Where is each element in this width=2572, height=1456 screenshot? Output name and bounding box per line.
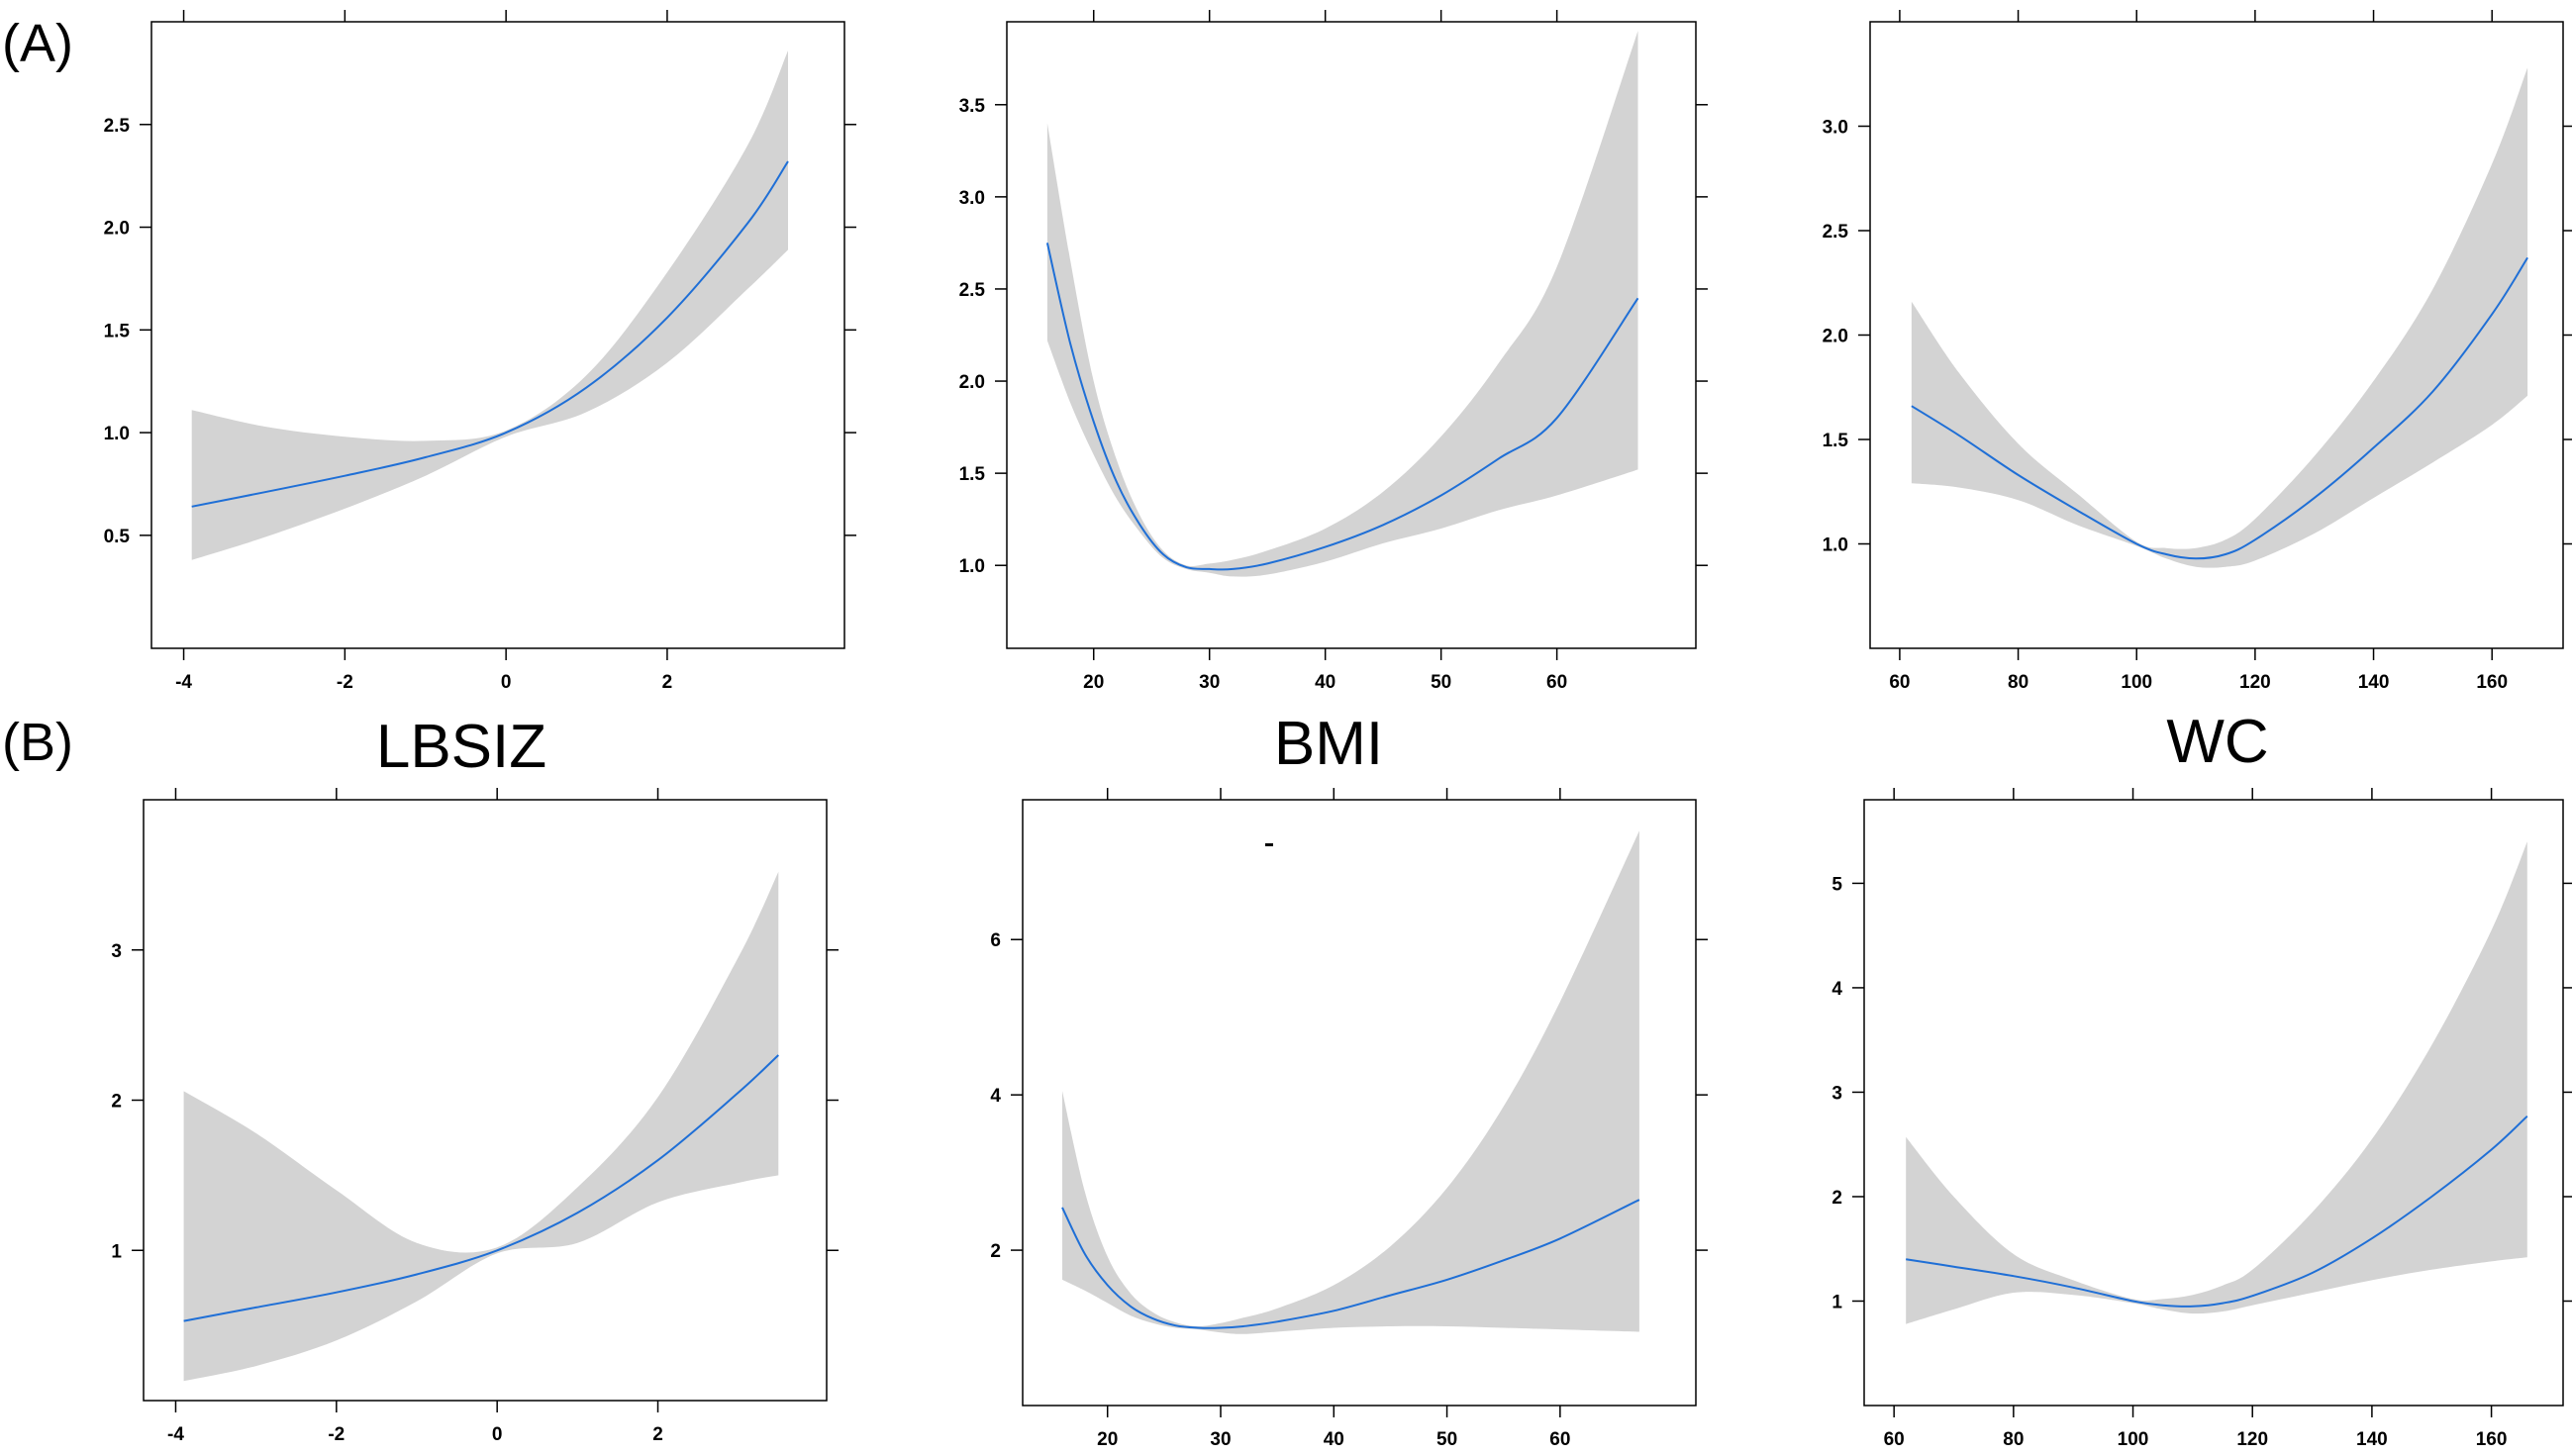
- column-title-wc: WC: [2166, 708, 2268, 776]
- x-tick-label: -2: [337, 672, 353, 693]
- x-tick-label: -2: [328, 1424, 345, 1445]
- x-tick-label: 100: [2118, 1429, 2149, 1450]
- y-tick-label: 1: [1831, 1292, 1842, 1312]
- chart-a-bmi: 20 30 40 50 60 1.0 1.5 2.0 2.5 3.0 3.5: [959, 10, 1708, 693]
- plot-frame: [1022, 799, 1697, 1407]
- y-tick-label: 3.0: [1823, 118, 1848, 139]
- chart-b-lbsiz: -4 -2 0 2 1 2 3: [111, 788, 839, 1445]
- y-tick-label: 2.0: [959, 372, 985, 393]
- confidence-band: [191, 50, 788, 560]
- x-tick-label: 80: [2008, 672, 2028, 693]
- confidence-band: [183, 871, 779, 1382]
- series-line: [191, 160, 789, 508]
- x-tick-label: 40: [1324, 1429, 1344, 1450]
- x-tick-label: 60: [1889, 672, 1910, 693]
- x-tick-label: 20: [1083, 672, 1104, 693]
- x-tick-label: 40: [1315, 672, 1335, 693]
- y-tick-label: 3: [1831, 1083, 1842, 1104]
- series-line: [1061, 1199, 1640, 1329]
- plot-frame: [150, 21, 845, 649]
- series-line: [1045, 243, 1639, 571]
- chart-a-wc: 60 80 100 120 140 160 1.0 1.5 2.0 2.5 3.0: [1823, 10, 2572, 693]
- y-tick-label: 1.0: [1823, 535, 1848, 556]
- chart-b-bmi: 20 30 40 50 60 2 4 6: [990, 788, 1708, 1450]
- y-tick-label: 1.0: [959, 556, 985, 577]
- y-tick-label: 1.5: [959, 464, 986, 485]
- x-tick-label: 60: [1546, 672, 1567, 693]
- y-tick-label: 1.5: [1823, 431, 1849, 451]
- y-tick-label: 3.5: [959, 96, 986, 117]
- y-tick-label: 3: [111, 941, 122, 962]
- x-tick-label: 50: [1431, 672, 1451, 693]
- y-tick-label: 1.0: [104, 424, 130, 444]
- confidence-band: [1062, 830, 1639, 1334]
- y-tick-label: 0.5: [104, 527, 131, 547]
- y-tick-label: 1.5: [104, 321, 131, 341]
- y-tick-label: 5: [1831, 874, 1842, 895]
- x-tick-label: 60: [1884, 1429, 1905, 1450]
- y-tick-label: 3.0: [959, 188, 985, 209]
- series-line: [183, 1054, 779, 1322]
- y-tick-label: 2: [1831, 1188, 1842, 1209]
- confidence-band: [1906, 841, 2527, 1324]
- x-tick-label: -4: [167, 1424, 184, 1445]
- y-tick-label: 2: [990, 1241, 1001, 1262]
- x-tick-label: 160: [2476, 1429, 2508, 1450]
- panel-label-b: (B): [2, 713, 73, 772]
- y-tick-label: 6: [990, 930, 1001, 951]
- x-tick-label: 80: [2003, 1429, 2024, 1450]
- x-tick-label: 50: [1436, 1429, 1457, 1450]
- confidence-band: [1911, 67, 2528, 568]
- x-tick-label: 140: [2356, 1429, 2388, 1450]
- plot-frame: [1006, 21, 1697, 649]
- y-tick-label: 2.0: [1823, 327, 1848, 347]
- column-title-bmi: BMI: [1274, 710, 1383, 778]
- x-tick-label: 60: [1549, 1429, 1570, 1450]
- y-tick-label: 2.5: [104, 116, 131, 137]
- x-tick-label: 2: [652, 1424, 663, 1445]
- series-line: [1906, 1115, 2528, 1308]
- panel-label-a: (A): [2, 14, 73, 73]
- y-tick-label: 4: [1831, 979, 1842, 1000]
- stray-mark: [1265, 843, 1273, 846]
- x-tick-label: 30: [1210, 1429, 1231, 1450]
- x-tick-label: 2: [662, 672, 673, 693]
- x-tick-label: 30: [1199, 672, 1220, 693]
- series-line: [1911, 256, 2528, 560]
- confidence-band: [1046, 31, 1638, 577]
- x-tick-label: 100: [2121, 672, 2152, 693]
- chart-b-wc: 60 80 100 120 140 160 1 2 3 4 5: [1831, 788, 2572, 1450]
- y-tick-label: 4: [990, 1086, 1001, 1107]
- x-tick-label: 0: [501, 672, 512, 693]
- y-tick-label: 2.5: [1823, 222, 1849, 243]
- x-tick-label: 120: [2239, 672, 2271, 693]
- x-tick-label: 140: [2358, 672, 2390, 693]
- x-tick-label: 0: [492, 1424, 503, 1445]
- y-tick-label: 2.0: [104, 219, 130, 240]
- column-title-lbsiz: LBSIZ: [376, 713, 546, 781]
- y-tick-label: 1: [111, 1241, 122, 1262]
- x-tick-label: 160: [2476, 672, 2508, 693]
- chart-a-lbsiz: -4 -2 0 2 0.5 1.0 1.5 2.0 2.5: [104, 10, 856, 693]
- x-tick-label: 120: [2236, 1429, 2268, 1450]
- x-tick-label: 20: [1097, 1429, 1118, 1450]
- y-tick-label: 2: [111, 1092, 122, 1113]
- x-tick-label: -4: [175, 672, 192, 693]
- y-tick-label: 2.5: [959, 280, 986, 301]
- plot-frame: [1863, 799, 2564, 1407]
- plots-container: -4 -2 0 20.51.01.52.02.520 30 40 50 601.01.52.0…: [104, 10, 2572, 1450]
